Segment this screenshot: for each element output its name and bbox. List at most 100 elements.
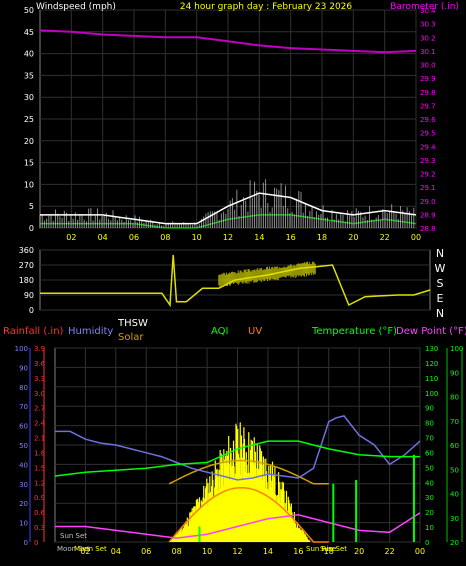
baro-tick-label: 29.6 bbox=[420, 116, 436, 124]
rain-tick-label: 2.7 bbox=[34, 405, 45, 413]
baro-tick-label: 30.1 bbox=[420, 48, 436, 56]
rain-tick-label: 0.6 bbox=[34, 509, 46, 517]
temp-tick-label: 0 bbox=[425, 539, 429, 547]
x-tick-label: 08 bbox=[172, 547, 182, 556]
compass-label: W bbox=[435, 262, 446, 275]
x-tick-label: 18 bbox=[324, 547, 334, 556]
moon-set-marker: Moon Set bbox=[57, 545, 90, 553]
humidity-tick-label: 60 bbox=[19, 423, 28, 431]
temp-tick-label: 110 bbox=[425, 375, 438, 383]
temp2-tick-label: 40 bbox=[450, 491, 459, 499]
rain-tick-label: 0.3 bbox=[34, 524, 45, 532]
x-tick-label: 18 bbox=[317, 233, 327, 242]
sun-rise-marker: Sun Rise bbox=[306, 545, 336, 553]
temp2-tick-label: 90 bbox=[450, 369, 459, 377]
series-line-dewpointf bbox=[55, 512, 421, 539]
temp-tick-label: 120 bbox=[425, 360, 438, 368]
temp2-tick-label: 30 bbox=[450, 515, 459, 523]
rain-tick-label: 1.5 bbox=[34, 464, 45, 472]
temp-tick-label: 40 bbox=[425, 479, 434, 487]
baro-tick-label: 29.2 bbox=[420, 171, 436, 179]
x-tick-label: 10 bbox=[202, 547, 212, 556]
wind-tick-label: 0 bbox=[29, 224, 34, 233]
temp-tick-label: 130 bbox=[425, 345, 438, 353]
wind-tick-label: 20 bbox=[24, 137, 34, 146]
rain-tick-label: 3.6 bbox=[34, 360, 46, 368]
wind-tick-label: 5 bbox=[29, 202, 34, 211]
x-tick-label: 20 bbox=[354, 547, 364, 556]
x-tick-label: 20 bbox=[348, 233, 358, 242]
rain-tick-label: 2.4 bbox=[34, 420, 46, 428]
temp2-tick-label: 80 bbox=[450, 394, 459, 402]
wind-tick-label: 15 bbox=[24, 159, 34, 168]
baro-tick-label: 29.7 bbox=[420, 102, 436, 110]
sun-set-marker: Sun Set bbox=[320, 545, 347, 553]
baro-tick-label: 28.8 bbox=[420, 225, 436, 233]
temp-tick-label: 10 bbox=[425, 524, 434, 532]
direction-tick-label: 0 bbox=[29, 306, 34, 315]
temp-tick-label: 60 bbox=[425, 449, 434, 457]
rain-tick-label: 3.0 bbox=[34, 390, 45, 398]
series-line-0 bbox=[39, 29, 417, 54]
temp-tick-label: 80 bbox=[425, 420, 434, 428]
direction-tick-label: 180 bbox=[19, 276, 34, 285]
wind-tick-label: 45 bbox=[24, 28, 34, 37]
temp2-tick-label: 70 bbox=[450, 418, 459, 426]
rain-tick-label: 1.8 bbox=[34, 449, 45, 457]
wind-tick-label: 10 bbox=[24, 180, 34, 189]
humidity-tick-label: 100 bbox=[15, 345, 28, 353]
baro-tick-label: 29.5 bbox=[420, 130, 436, 138]
compass-label: N bbox=[436, 307, 444, 320]
wind-tick-label: 30 bbox=[24, 93, 34, 102]
x-tick-label: 12 bbox=[223, 233, 233, 242]
temp-tick-label: 50 bbox=[425, 464, 434, 472]
compass-label: S bbox=[437, 277, 444, 290]
baro-tick-label: 29.4 bbox=[420, 143, 436, 151]
x-tick-label: 06 bbox=[129, 233, 139, 242]
x-tick-label: 00 bbox=[411, 233, 421, 242]
legend-item-0: Rainfall (.in) bbox=[3, 326, 64, 337]
temp-tick-label: 70 bbox=[425, 435, 434, 443]
x-tick-label: 22 bbox=[384, 547, 394, 556]
moon-set-marker: Sun Set bbox=[60, 532, 87, 540]
baro-tick-label: 29.0 bbox=[420, 198, 436, 206]
x-tick-label: 00 bbox=[415, 547, 425, 556]
x-tick-label: 12 bbox=[232, 547, 242, 556]
baro-tick-label: 30.4 bbox=[420, 7, 436, 15]
chart-title: 24 hour graph day : February 23 2026 bbox=[180, 2, 353, 12]
temp2-tick-label: 100 bbox=[450, 345, 463, 353]
x-tick-label: 08 bbox=[160, 233, 170, 242]
wind-axis-label: Windspeed (mph) bbox=[36, 2, 116, 12]
rain-tick-label: 0 bbox=[34, 539, 38, 547]
series-line-humidity bbox=[55, 415, 421, 481]
humidity-tick-label: 70 bbox=[19, 403, 28, 411]
legend-item-3: Solar bbox=[118, 332, 144, 343]
wind-tick-label: 40 bbox=[24, 50, 34, 59]
rain-tick-label: 3.3 bbox=[34, 375, 45, 383]
baro-tick-label: 29.1 bbox=[420, 184, 436, 192]
temp-tick-label: 100 bbox=[425, 390, 438, 398]
legend-item-1: Humidity bbox=[68, 326, 113, 337]
x-tick-label: 06 bbox=[141, 547, 151, 556]
x-tick-label: 22 bbox=[380, 233, 390, 242]
temp2-tick-label: 50 bbox=[450, 466, 459, 474]
x-tick-label: 14 bbox=[254, 233, 264, 242]
compass-label: N bbox=[436, 247, 444, 260]
rain-tick-label: 3.9 bbox=[34, 345, 45, 353]
baro-tick-label: 29.9 bbox=[420, 75, 436, 83]
x-tick-label: 02 bbox=[66, 233, 76, 242]
compass-label: E bbox=[437, 292, 444, 305]
thsw-line bbox=[168, 459, 329, 485]
x-tick-label: 16 bbox=[286, 233, 296, 242]
humidity-tick-label: 40 bbox=[19, 461, 28, 469]
legend-item-5: UV bbox=[248, 326, 262, 337]
series-line-1 bbox=[40, 192, 417, 225]
legend-item-6: Temperature (°F) bbox=[311, 326, 397, 337]
rain-tick-label: 1.2 bbox=[34, 479, 45, 487]
direction-tick-label: 360 bbox=[19, 246, 34, 255]
baro-tick-label: 30.0 bbox=[420, 62, 436, 70]
x-tick-label: 04 bbox=[98, 233, 108, 242]
wind-tick-label: 25 bbox=[24, 115, 34, 124]
x-tick-label: 10 bbox=[192, 233, 202, 242]
temp-tick-label: 90 bbox=[425, 405, 434, 413]
